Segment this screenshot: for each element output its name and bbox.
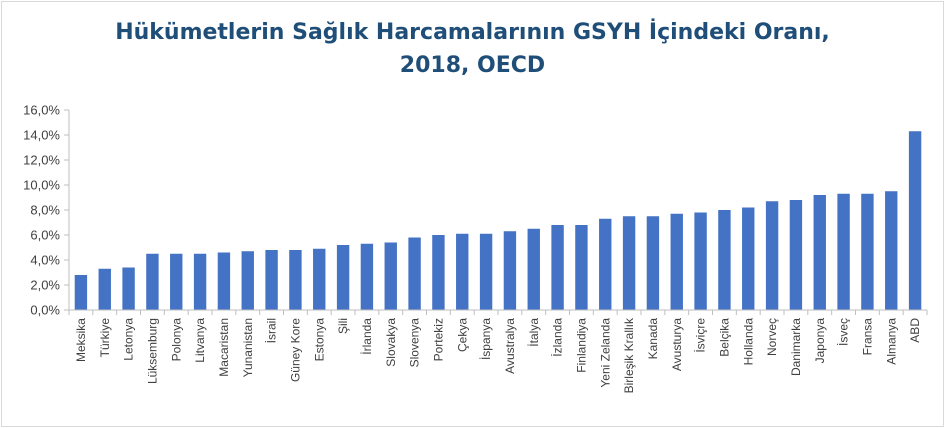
x-tick-label: Macaristan [217, 318, 231, 377]
y-tick-label: 6,0% [30, 228, 60, 243]
bar [360, 243, 374, 310]
bar [742, 207, 755, 310]
x-tick-label: Fransa [860, 318, 874, 356]
x-tick-label: Avustralya [503, 318, 517, 374]
bar [289, 250, 302, 310]
bar [837, 193, 850, 310]
bar [765, 201, 779, 310]
y-tick-label: 14,0% [23, 128, 60, 143]
y-tick-label: 8,0% [30, 203, 60, 218]
bar [503, 231, 517, 310]
x-tick-label: Estonya [312, 318, 326, 362]
bar [527, 228, 540, 310]
x-tick-label: Almanya [884, 318, 898, 365]
chart-title-line-2: 2018, OECD [399, 53, 546, 78]
x-tick-label: Çekya [455, 318, 469, 352]
bar [193, 253, 207, 310]
y-tick-label: 16,0% [23, 103, 60, 118]
y-tick-label: 2,0% [30, 278, 60, 293]
y-tick-label: 4,0% [30, 253, 60, 268]
bar [789, 200, 803, 310]
bar [217, 252, 231, 310]
y-tick-label: 0,0% [30, 303, 60, 318]
chart-title: Hükümetlerin Sağlık Harcamalarının GSYH … [0, 16, 945, 82]
x-tick-label: Türkiye [98, 318, 112, 358]
x-tick-label: İtalya [527, 318, 541, 347]
x-tick-label: Slovenya [408, 318, 422, 368]
bar [646, 216, 660, 310]
bar [718, 210, 731, 310]
bar [384, 242, 397, 310]
x-tick-label: Hollanda [741, 318, 755, 366]
y-axis: 0,0% 2,0% 4,0% 6,0% 8,0% 10,0% 12,0% 14,0% 16,0% [23, 103, 70, 318]
bar [170, 253, 183, 310]
bar [861, 193, 874, 310]
bar [599, 218, 612, 310]
x-tick-label: İsrail [265, 318, 279, 343]
bar [456, 233, 469, 310]
bars [74, 131, 922, 310]
x-tick-label: ABD [908, 318, 922, 343]
x-tick-label: Yeni Zelanda [598, 318, 612, 388]
x-tick-label: İrlanda [360, 318, 374, 355]
x-tick-label: Litvanya [193, 318, 207, 363]
bar [336, 245, 350, 310]
bar [479, 233, 493, 310]
x-tick-label: Avusturya [670, 318, 684, 371]
x-tick-label: Japonya [813, 318, 827, 364]
bar [241, 251, 254, 310]
bar [622, 216, 636, 310]
x-axis: Meksika Türkiye Letonya Lüksemburg Polonya Li… [68, 309, 928, 393]
x-tick-label: Şili [336, 318, 350, 334]
bar [813, 195, 826, 310]
y-tick-label: 10,0% [23, 178, 60, 193]
bar [265, 250, 278, 310]
x-tick-label: İsviçre [694, 318, 708, 353]
bar [670, 213, 683, 310]
x-tick-label: Letonya [122, 318, 136, 361]
x-tick-label: Güney Kore [288, 318, 302, 382]
bar [98, 268, 111, 310]
x-tick-label: Finlandiya [574, 318, 588, 373]
bar [122, 267, 135, 310]
x-tick-label: Belçika [717, 318, 731, 357]
x-tick-label: İzlanda [551, 318, 565, 357]
x-tick-label: İspanya [479, 318, 493, 360]
x-tick-label: Yunanistan [241, 318, 255, 377]
x-tick-label: Portekiz [431, 318, 445, 361]
x-tick-label: Kanada [646, 318, 660, 360]
bar [74, 275, 88, 310]
bar [432, 235, 445, 310]
bar [313, 248, 326, 310]
x-tick-label: Meksika [74, 318, 88, 362]
x-tick-label: Norveç [765, 318, 779, 356]
bar [551, 225, 564, 310]
x-tick-label: Danimarka [789, 318, 803, 376]
chart-title-line-1: Hükümetlerin Sağlık Harcamalarının GSYH … [115, 20, 830, 45]
x-tick-label: Polonya [169, 318, 183, 362]
bar [408, 237, 421, 310]
bar [694, 212, 707, 310]
x-tick-label: Lüksemburg [145, 318, 159, 384]
bar [885, 191, 898, 310]
bar [908, 131, 922, 310]
x-tick-label: Slovakya [384, 318, 398, 367]
bar [575, 225, 588, 310]
y-tick-label: 12,0% [23, 153, 60, 168]
x-tick-label: Birleşik Krallık [622, 317, 636, 393]
x-tick-label: İsveç [837, 318, 851, 346]
bar [146, 253, 159, 310]
